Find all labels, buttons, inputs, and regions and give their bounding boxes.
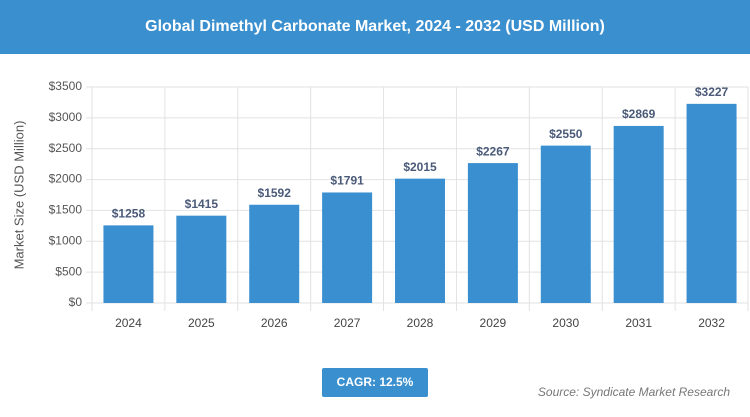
y-tick-label: $1500 xyxy=(49,203,83,217)
cagr-badge xyxy=(322,368,428,397)
x-tick-label: 2027 xyxy=(334,316,361,330)
y-tick-label: $1000 xyxy=(49,233,83,247)
value-label: $2550 xyxy=(549,127,583,141)
x-tick-label: 2032 xyxy=(698,316,725,330)
cagr-label: CAGR: 12.5% xyxy=(337,375,414,389)
bar xyxy=(467,163,518,303)
y-axis-label: Market Size (USD Million) xyxy=(11,121,26,270)
title-banner xyxy=(0,0,750,54)
bar xyxy=(103,225,154,303)
x-tick-label: 2028 xyxy=(407,316,434,330)
bar xyxy=(249,204,300,303)
value-label: $1592 xyxy=(258,186,292,200)
y-tick-label: $2000 xyxy=(49,172,83,186)
x-tick-label: 2026 xyxy=(261,316,288,330)
y-tick-label: $3000 xyxy=(49,110,83,124)
x-tick-label: 2031 xyxy=(625,316,652,330)
y-tick-label: $0 xyxy=(69,295,83,309)
x-tick-label: 2029 xyxy=(480,316,507,330)
y-tick-label: $3500 xyxy=(49,79,83,93)
value-label: $3227 xyxy=(695,85,729,99)
chart-title: Global Dimethyl Carbonate Market, 2024 -… xyxy=(145,18,605,35)
x-tick-label: 2024 xyxy=(115,316,142,330)
value-label: $1258 xyxy=(112,207,146,221)
x-tick-label: 2025 xyxy=(188,316,215,330)
value-label: $1791 xyxy=(330,174,364,188)
bar xyxy=(176,215,227,303)
x-tick-label: 2030 xyxy=(552,316,579,330)
value-label: $1415 xyxy=(185,197,219,211)
bar xyxy=(540,145,591,303)
bar xyxy=(613,125,664,303)
y-tick-label: $500 xyxy=(55,264,82,278)
value-label: $2869 xyxy=(622,107,656,121)
value-label: $2015 xyxy=(403,160,437,174)
value-label: $2267 xyxy=(476,144,510,158)
bar xyxy=(686,103,737,304)
bar xyxy=(322,192,373,303)
bar xyxy=(395,178,445,303)
y-tick-label: $2500 xyxy=(49,141,83,155)
source-note: Source: Syndicate Market Research xyxy=(538,385,730,399)
